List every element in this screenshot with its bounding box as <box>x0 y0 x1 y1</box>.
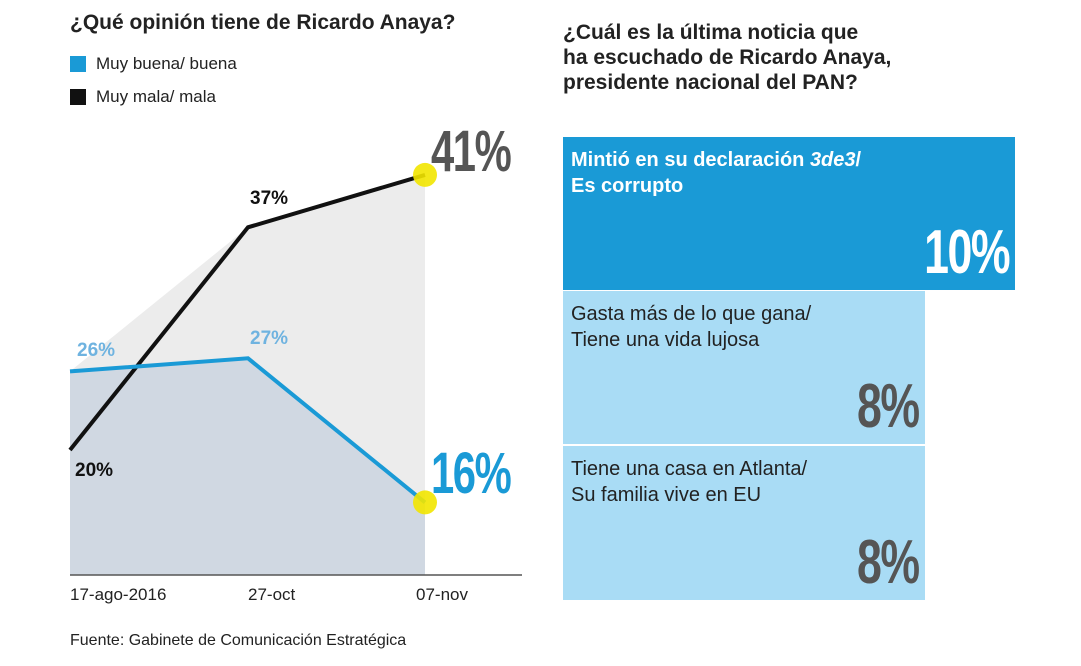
legend-swatch-black <box>70 89 86 105</box>
bar-item: Mintió en su declaración 3de3/Es corrupt… <box>563 137 1015 290</box>
bar-value: 8% <box>856 528 920 597</box>
bar-label: Tiene una casa en Atlanta/Su familia viv… <box>571 458 808 506</box>
data-label: 20% <box>75 460 114 481</box>
area-good <box>70 358 425 575</box>
title-line: ha escuchado de Ricardo Anaya, <box>563 46 892 69</box>
data-label: 26% <box>77 340 116 361</box>
bar-value: 8% <box>856 372 920 441</box>
right-chart-title: ¿Cuál es la última noticia que ha escuch… <box>563 20 891 95</box>
bar-value: 10% <box>923 218 1010 287</box>
highlight-point <box>413 162 437 187</box>
series-line <box>69 356 427 504</box>
source-note: Fuente: Gabinete de Comunicación Estraté… <box>70 632 407 649</box>
x-tick-label: 27-oct <box>248 585 296 604</box>
legend-swatch-blue <box>70 56 86 72</box>
legend-item-good: Muy buena/ buena <box>70 54 237 74</box>
bar-label: Mintió en su declaración 3de3/Es corrupt… <box>571 149 862 197</box>
bar-item: Gasta más de lo que gana/Tiene una vida … <box>563 291 925 444</box>
left-chart-title: ¿Qué opinión tiene de Ricardo Anaya? <box>70 11 456 34</box>
bar-item: Tiene una casa en Atlanta/Su familia viv… <box>563 446 925 600</box>
legend-item-bad: Muy mala/ mala <box>70 87 216 107</box>
legend-label: Muy buena/ buena <box>96 54 237 73</box>
data-label-big: 41% <box>431 119 512 184</box>
x-tick-label: 17-ago-2016 <box>70 585 167 604</box>
legend-label: Muy mala/ mala <box>96 87 216 106</box>
x-tick-label: 07-nov <box>416 585 468 604</box>
title-line: ¿Cuál es la última noticia que <box>563 21 859 44</box>
bar-label: Gasta más de lo que gana/Tiene una vida … <box>571 303 812 351</box>
data-label: 27% <box>250 328 289 349</box>
highlight-point <box>413 490 437 515</box>
title-line: presidente nacional del PAN? <box>563 71 858 94</box>
data-label-big: 16% <box>431 441 512 506</box>
data-label: 37% <box>250 188 289 209</box>
line-chart <box>68 162 522 576</box>
series-line <box>68 172 426 452</box>
